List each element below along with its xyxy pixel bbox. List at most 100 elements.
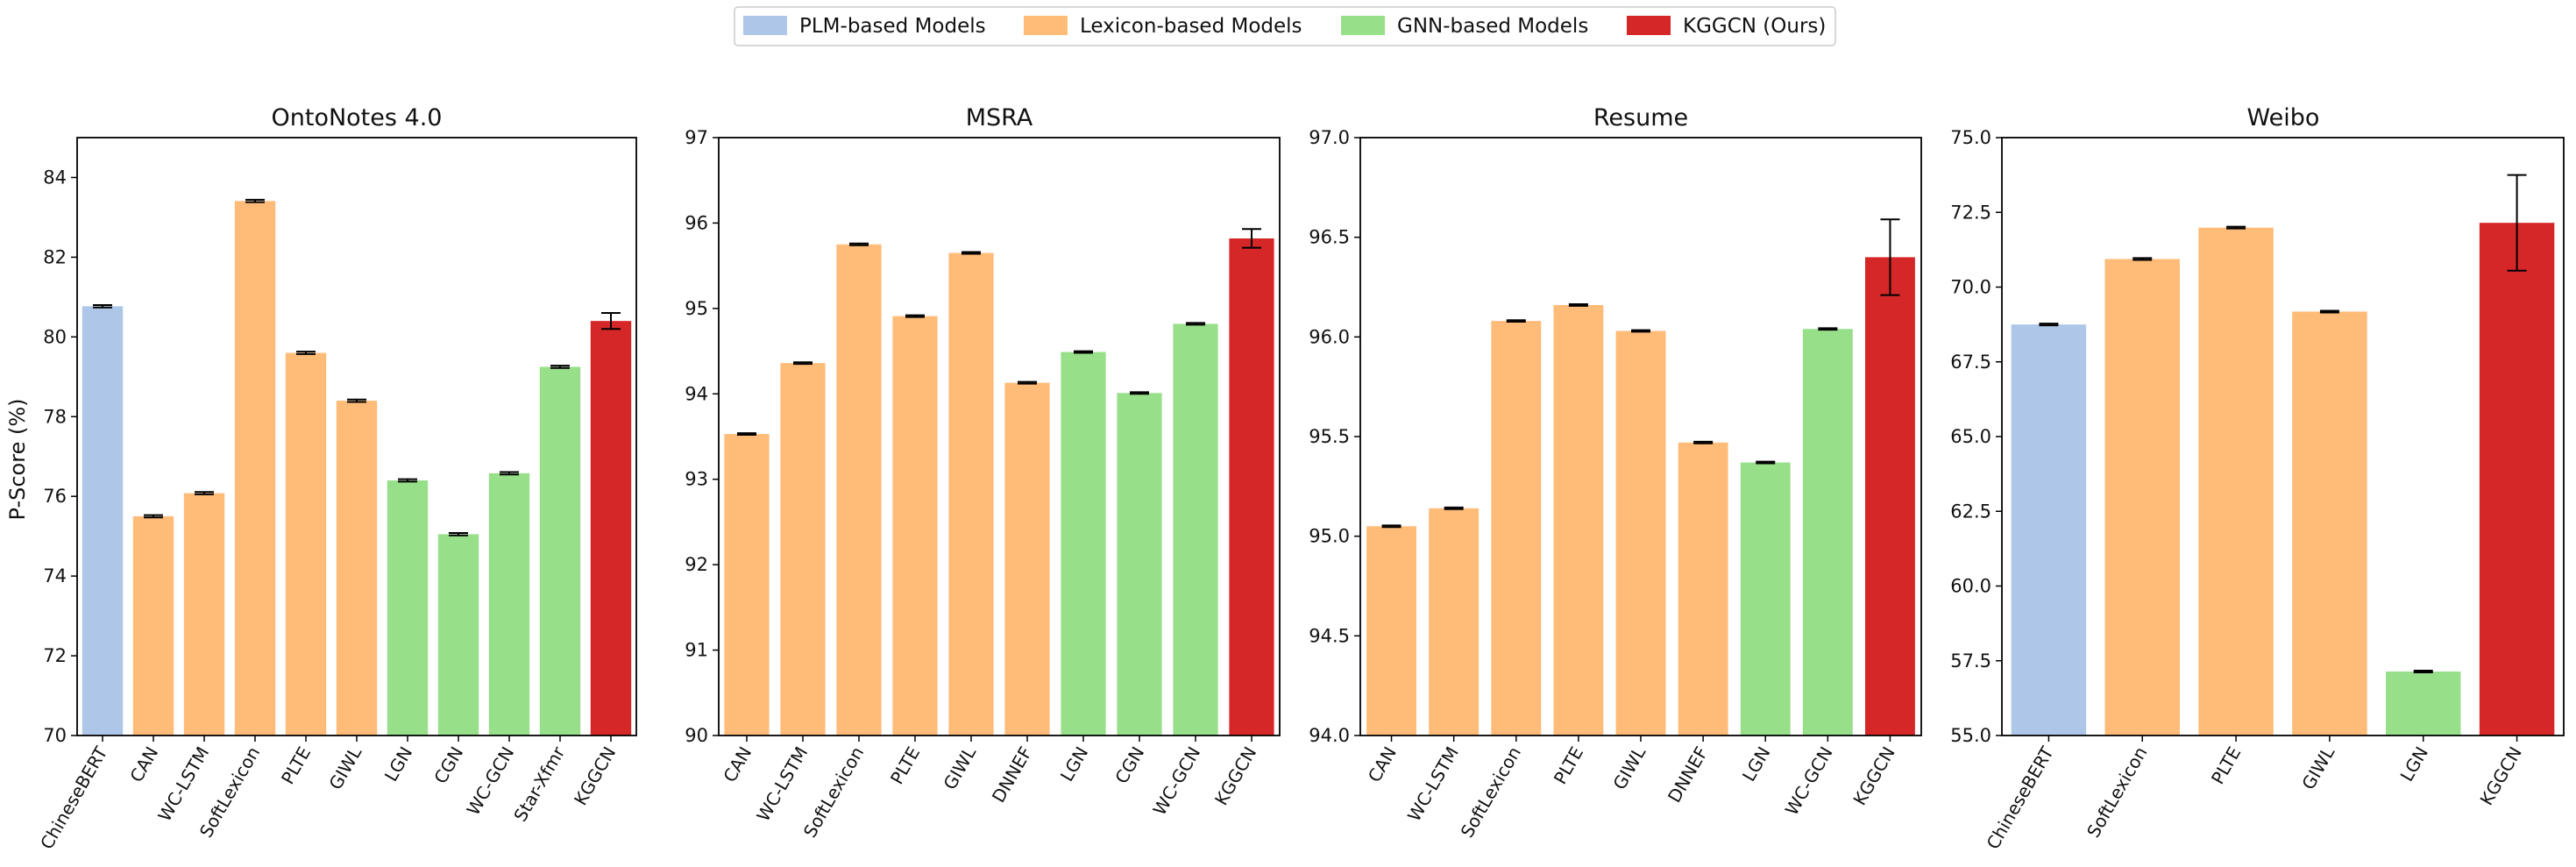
bar-chinesebert <box>82 306 124 736</box>
error-bar <box>1880 218 1900 296</box>
x-tick-label: CGN <box>1111 743 1148 787</box>
error-bar <box>2413 670 2433 674</box>
bar-star-xfmr <box>539 366 581 736</box>
x-tick-label: DNNEF <box>988 743 1037 807</box>
error-bar <box>1506 319 1526 323</box>
y-tick-label: 90 <box>685 725 708 746</box>
y-tick-label: 75.0 <box>1950 127 1991 148</box>
legend-frame <box>734 6 1836 46</box>
x-tick-label: WC-GCN <box>1781 743 1837 820</box>
y-tick-label: 92 <box>685 554 708 575</box>
bar-dnnef <box>1004 382 1050 736</box>
y-tick-label: 97.0 <box>1309 127 1350 148</box>
plot-frame <box>2001 137 2565 736</box>
legend-swatch-plm <box>743 16 787 35</box>
y-tick-label: 65.0 <box>1950 426 1991 447</box>
bar-can <box>1366 526 1416 736</box>
x-tick-label: ChineseBERT <box>1983 743 2059 853</box>
error-bar <box>1568 303 1588 307</box>
y-tick-label: 70.0 <box>1950 277 1991 298</box>
x-tick-label: WC-LSTM <box>752 743 812 826</box>
x-tick-label: PLTE <box>1550 743 1587 788</box>
y-tick-label: 96.5 <box>1309 227 1350 248</box>
panel-title-resume: Resume <box>1593 104 1688 131</box>
y-tick-label: 91 <box>685 640 708 661</box>
bar-giwl <box>1615 330 1666 736</box>
error-bar <box>793 361 813 366</box>
error-bar <box>449 532 468 537</box>
x-tick-label: ChineseBERT <box>36 743 112 853</box>
bar-lgn <box>1740 462 1791 736</box>
error-bar <box>1130 391 1149 395</box>
plot-frame <box>1359 137 1922 736</box>
error-bar <box>245 198 265 203</box>
y-tick-label: 72.5 <box>1950 202 1991 223</box>
bar-plte <box>892 316 938 736</box>
panel-title-msra: MSRA <box>966 104 1033 131</box>
error-bar <box>2039 323 2059 327</box>
x-tick-label: CAN <box>125 743 162 786</box>
legend-label-plm: PLM-based Models <box>799 15 986 38</box>
x-tick-label: KGGCN <box>2476 743 2526 809</box>
bar-wc-gcn <box>1802 329 1853 736</box>
x-tick-label: GIWL <box>939 743 980 793</box>
bar-lgn <box>2386 672 2461 736</box>
bar-can <box>724 434 770 736</box>
x-tick-label: KGGCN <box>570 743 620 809</box>
bar-wc-lstm <box>1429 508 1480 736</box>
y-tick-label: 97 <box>685 127 708 148</box>
y-tick-label: 55.0 <box>1950 725 1991 746</box>
x-tick-label: WC-GCN <box>462 743 518 820</box>
bar-lgn <box>387 480 429 736</box>
bar-giwl <box>2292 311 2367 736</box>
x-tick-label: SoftLexicon <box>1457 743 1526 842</box>
bar-wc-lstm <box>183 493 225 736</box>
error-bar <box>905 314 925 318</box>
y-tick-label: 96.0 <box>1309 326 1350 347</box>
error-bar <box>1186 322 1205 326</box>
bar-softlexicon <box>2104 259 2180 736</box>
x-tick-label: DNNEF <box>1664 743 1713 807</box>
x-tick-label: WC-LSTM <box>153 743 213 826</box>
y-tick-label: 62.5 <box>1950 501 1991 522</box>
y-tick-label: 93 <box>685 469 708 490</box>
error-bar <box>195 491 214 495</box>
bar-chinesebert <box>2011 324 2087 736</box>
x-tick-label: CAN <box>719 743 756 786</box>
x-tick-label: SoftLexicon <box>799 743 869 842</box>
legend: PLM-based Models Lexicon-based Models GN… <box>734 6 1836 46</box>
bar-wc-gcn <box>488 473 530 736</box>
plot-frame <box>718 137 1281 736</box>
y-tick-label: 76 <box>43 486 67 507</box>
error-bar <box>93 303 112 309</box>
error-bar <box>2319 309 2339 314</box>
x-tick-label: GIWL <box>324 743 365 793</box>
error-bar <box>1444 506 1464 510</box>
y-tick-label: 96 <box>685 212 708 233</box>
x-tick-label: KGGCN <box>1849 743 1898 809</box>
error-bar <box>1074 350 1093 354</box>
y-tick-label: 60.0 <box>1950 576 1991 597</box>
y-tick-label: 94.0 <box>1309 725 1350 746</box>
legend-label-gnn: GNN-based Models <box>1397 15 1588 38</box>
error-bar <box>1756 460 1776 465</box>
y-tick-label: 67.5 <box>1950 352 1991 373</box>
bar-wc-lstm <box>780 363 826 736</box>
x-tick-label: WC-LSTM <box>1403 743 1463 826</box>
x-tick-label: LGN <box>1056 743 1093 785</box>
y-tick-label: 74 <box>43 565 67 586</box>
x-tick-label: CGN <box>429 743 467 787</box>
bar-giwl <box>336 401 378 736</box>
y-axis-label: P-Score (%) <box>5 399 30 521</box>
plot-frame <box>76 137 637 736</box>
error-bar <box>296 351 316 355</box>
y-tick-label: 78 <box>43 406 67 427</box>
y-tick-label: 94 <box>685 383 708 404</box>
error-bar <box>1693 440 1714 444</box>
x-tick-label: GIWL <box>2297 743 2338 793</box>
legend-label-ours: KGGCN (Ours) <box>1683 15 1826 38</box>
